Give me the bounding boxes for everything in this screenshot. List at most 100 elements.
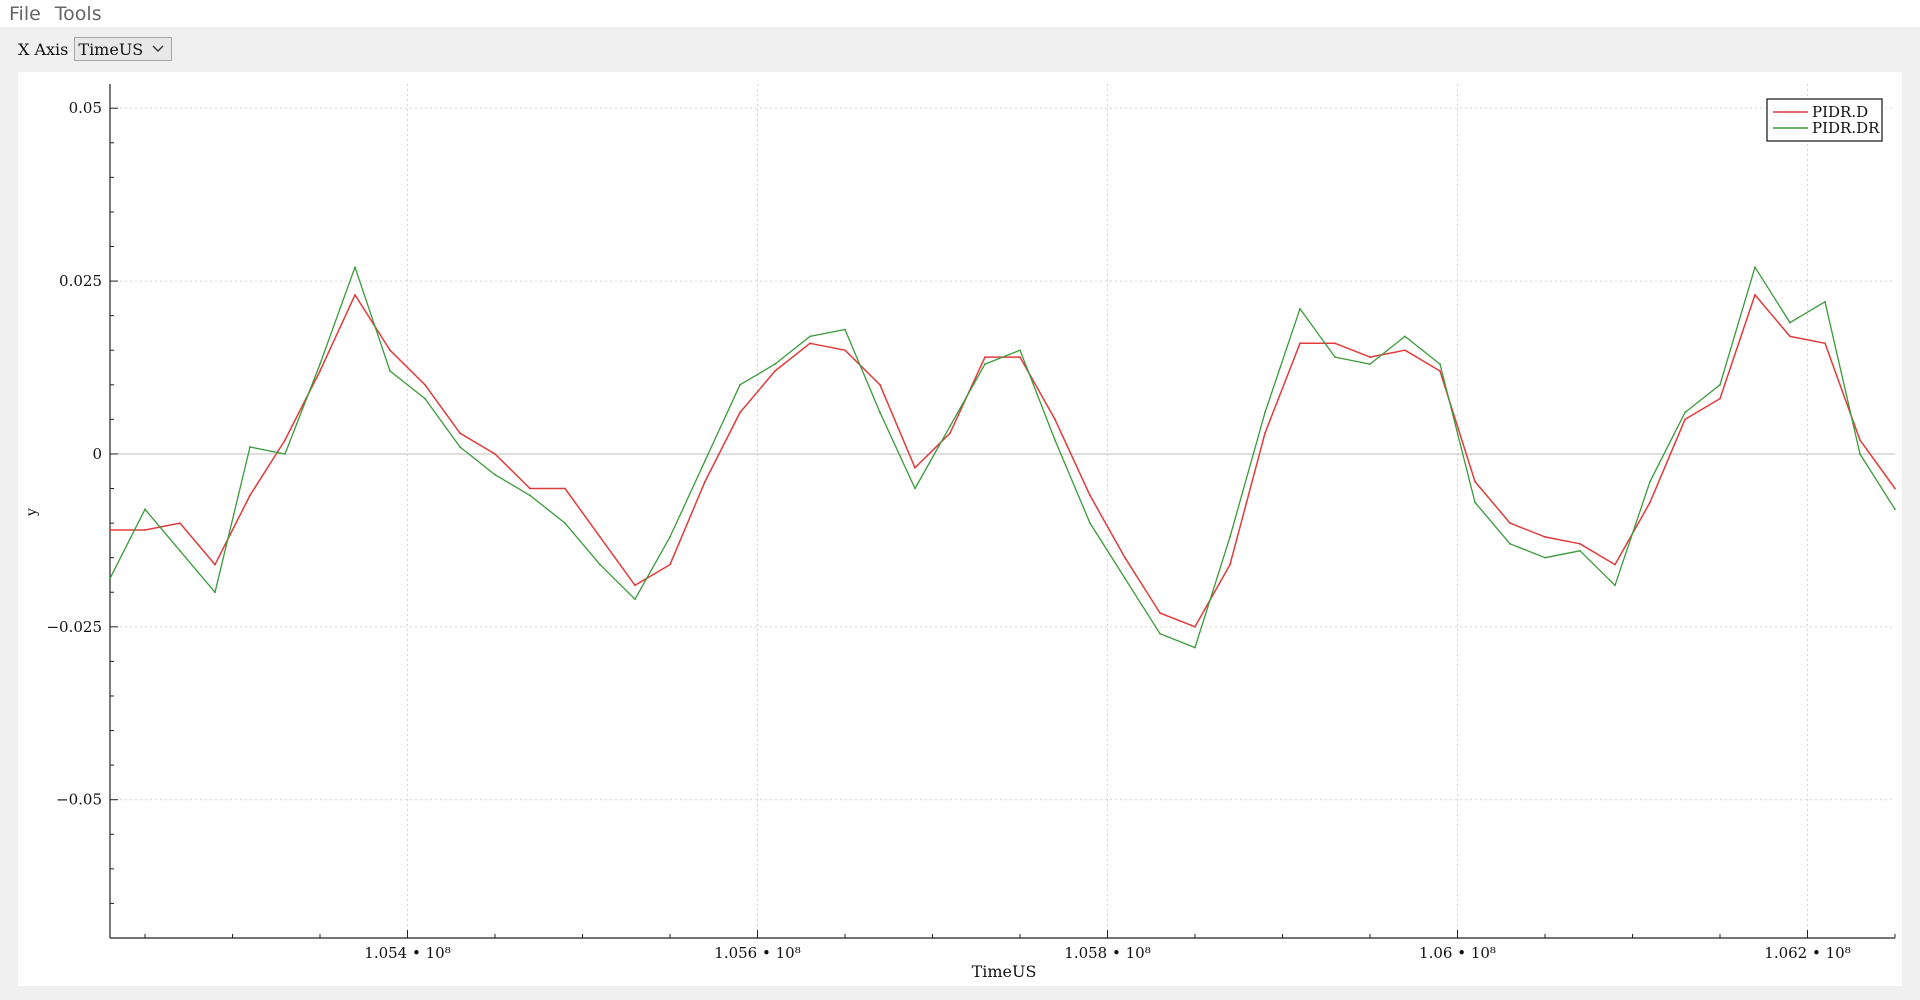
data-point-pidr-dr <box>1369 363 1371 365</box>
data-point-pidr-dr <box>1509 542 1511 545</box>
data-point-pidr-d <box>319 370 321 372</box>
data-point-pidr-d <box>1859 439 1861 442</box>
menu-file[interactable]: File <box>9 2 41 25</box>
data-point-pidr-d <box>1579 542 1581 545</box>
data-point-pidr-d <box>1194 625 1196 628</box>
data-point-pidr-d <box>1404 349 1406 352</box>
data-point-pidr-d <box>1684 418 1686 421</box>
data-point-pidr-dr <box>704 459 706 462</box>
data-point-pidr-dr <box>424 397 426 400</box>
data-point-pidr-dr <box>1299 307 1301 310</box>
line-chart: 1.054 • 10⁸ 1.056 • 10⁸ 1.058 • 10⁸ 1.06 • … <box>24 84 1896 981</box>
data-point-pidr-d <box>774 370 776 372</box>
data-point-pidr-dr <box>1089 522 1091 525</box>
data-point-pidr-dr <box>599 563 601 566</box>
data-point-pidr-dr <box>1614 584 1616 587</box>
data-point-pidr-dr <box>1789 321 1791 324</box>
data-point-pidr-dr <box>1754 266 1756 269</box>
data-point-pidr-dr <box>1684 411 1686 414</box>
data-point-pidr-d <box>354 294 356 296</box>
grid <box>110 84 1895 938</box>
data-point-pidr-dr <box>144 508 146 511</box>
data-point-pidr-d <box>564 487 566 490</box>
data-point-pidr-dr <box>1229 536 1231 538</box>
series-layer <box>109 266 1896 649</box>
data-point-pidr-d <box>1439 370 1441 372</box>
data-point-pidr-dr <box>634 598 636 601</box>
data-point-pidr-d <box>389 349 391 352</box>
data-point-pidr-d <box>424 383 426 386</box>
data-point-pidr-dr <box>1019 349 1021 352</box>
data-point-pidr-dr <box>1124 577 1126 580</box>
plot-panel: 1.054 • 10⁸ 1.056 • 10⁸ 1.058 • 10⁸ 1.06 • … <box>18 72 1902 986</box>
data-point-pidr-dr <box>774 363 776 365</box>
series-line-pidr-d <box>110 294 1896 628</box>
data-point-pidr-d <box>1824 342 1826 345</box>
data-point-pidr-d <box>1719 397 1721 400</box>
data-point-pidr-dr <box>844 328 846 331</box>
data-point-pidr-dr <box>1719 383 1721 386</box>
data-point-pidr-dr <box>879 411 881 414</box>
data-point-pidr-dr <box>809 335 811 338</box>
data-point-pidr-d <box>1299 342 1301 345</box>
data-point-pidr-d <box>1229 563 1231 566</box>
y-tick-label: 0.025 <box>59 272 102 290</box>
data-point-pidr-dr <box>1894 508 1896 511</box>
data-point-pidr-d <box>1754 294 1756 296</box>
data-point-pidr-d <box>1474 480 1476 483</box>
legend-label-pidr-dr: PIDR.DR <box>1812 119 1880 137</box>
menu-bar: File Tools <box>0 0 1920 28</box>
x-axis-title: TimeUS <box>972 962 1037 981</box>
data-point-pidr-d <box>1649 501 1651 504</box>
legend: PIDR.D PIDR.DR <box>1766 98 1883 142</box>
data-point-pidr-dr <box>284 453 286 455</box>
data-point-pidr-d <box>739 411 741 414</box>
data-point-pidr-dr <box>949 425 951 428</box>
data-point-pidr-d <box>1509 522 1511 525</box>
data-point-pidr-d <box>844 349 846 352</box>
x-tick-label: 1.056 • 10⁸ <box>714 944 800 962</box>
series-line-pidr-dr <box>109 266 1896 649</box>
data-point-pidr-d <box>1334 342 1336 345</box>
data-point-pidr-dr <box>1649 480 1651 483</box>
data-point-pidr-dr <box>1334 356 1336 359</box>
data-point-pidr-dr <box>1544 556 1546 559</box>
data-point-pidr-dr <box>354 266 356 269</box>
data-point-pidr-dr <box>494 473 496 476</box>
data-point-pidr-d <box>109 529 111 531</box>
data-point-pidr-dr <box>179 549 181 552</box>
data-point-pidr-dr <box>564 522 566 525</box>
data-point-pidr-d <box>529 487 531 490</box>
data-point-pidr-d <box>914 466 916 469</box>
data-point-pidr-d <box>949 432 951 435</box>
data-point-pidr-d <box>1124 556 1126 559</box>
data-point-pidr-d <box>494 453 496 455</box>
data-point-pidr-dr <box>1579 549 1581 552</box>
data-point-pidr-dr <box>459 446 461 448</box>
data-point-pidr-d <box>1264 432 1266 435</box>
data-point-pidr-d <box>1894 487 1896 490</box>
data-point-pidr-d <box>1369 356 1371 359</box>
x-axis-select-value: TimeUS <box>78 39 144 59</box>
toolbar: X Axis TimeUS <box>0 28 1920 70</box>
x-tick-label: 1.06 • 10⁸ <box>1419 944 1496 962</box>
x-axis-select[interactable]: TimeUS <box>74 37 173 61</box>
data-point-pidr-dr <box>1159 632 1161 635</box>
data-point-pidr-dr <box>1264 411 1266 414</box>
data-point-pidr-d <box>459 432 461 435</box>
data-point-pidr-dr <box>1054 439 1056 442</box>
data-point-pidr-dr <box>1194 646 1196 649</box>
axes: 1.054 • 10⁸ 1.056 • 10⁸ 1.058 • 10⁸ 1.06 • … <box>46 84 1896 962</box>
data-point-pidr-d <box>984 356 986 359</box>
data-point-pidr-d <box>599 536 601 538</box>
data-point-pidr-dr <box>214 591 216 594</box>
menu-tools[interactable]: Tools <box>54 2 102 25</box>
data-point-pidr-d <box>1019 356 1021 359</box>
data-point-pidr-d <box>144 529 146 531</box>
data-point-pidr-d <box>669 563 671 566</box>
y-tick-label: 0 <box>92 445 102 463</box>
data-point-pidr-dr <box>319 363 321 365</box>
data-point-pidr-d <box>179 522 181 525</box>
data-point-pidr-dr <box>1859 453 1861 455</box>
x-axis-label: X Axis <box>18 39 69 59</box>
